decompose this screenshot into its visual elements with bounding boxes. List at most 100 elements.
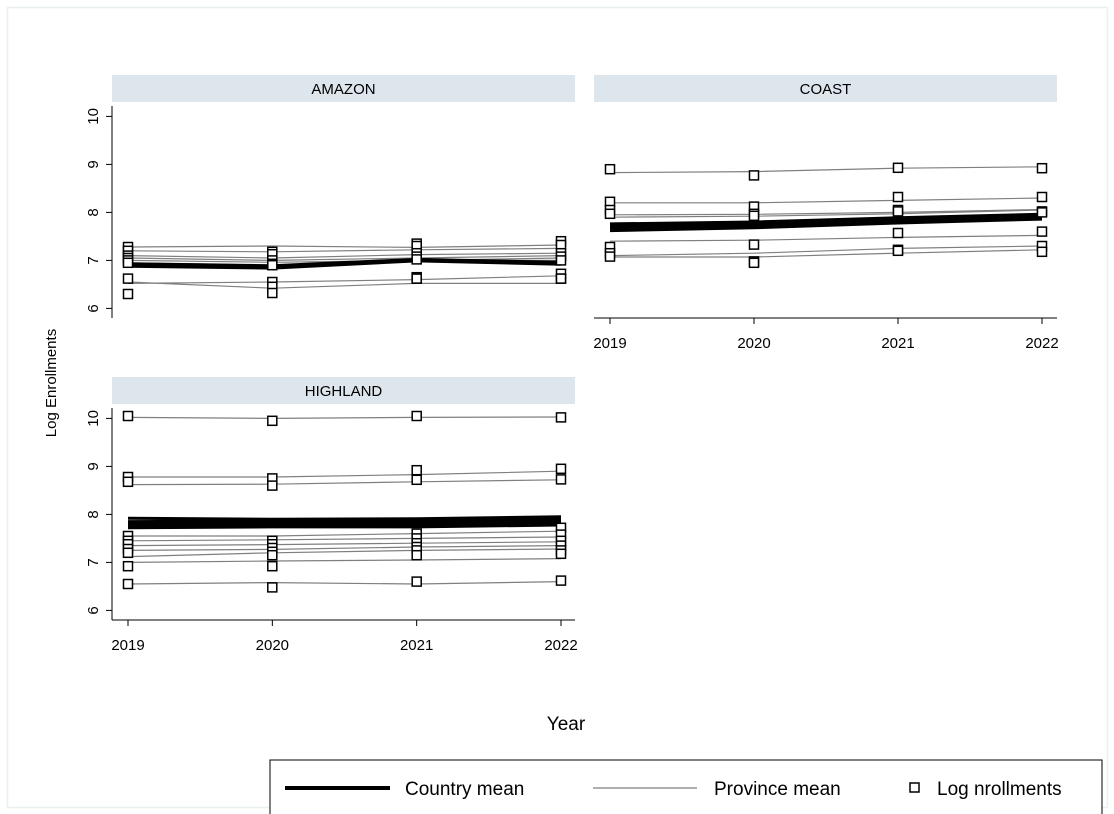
- observation-marker-highland: [122, 476, 134, 488]
- province-mean-line-highland-6: [127, 545, 562, 552]
- observation-marker-coast: [604, 251, 616, 262]
- province-mean-line-highland-4: [127, 536, 562, 542]
- x-tick-label-highland: 2021: [400, 637, 433, 654]
- province-mean-line-highland-9: [127, 581, 562, 585]
- observation-marker-highland: [555, 463, 567, 475]
- observation-marker-coast: [1036, 226, 1048, 237]
- province-mean-line-highland-1: [128, 470, 562, 478]
- y-axis-title: Log Enrollments: [43, 329, 60, 437]
- country-mean-line-coast-1: [609, 215, 1043, 230]
- observation-marker-amazon: [411, 273, 422, 284]
- y-tick-label-amazon: 7: [85, 256, 102, 264]
- province-mean-line-coast-0: [609, 166, 1043, 174]
- y-tick-label-amazon: 6: [85, 304, 102, 312]
- province-mean-line-coast-1: [610, 197, 1043, 204]
- observation-marker-highland: [555, 575, 567, 586]
- observation-marker-coast: [1036, 162, 1048, 174]
- x-tick-label-highland: 2022: [544, 637, 577, 654]
- panel-amazon: AMAZON 6 7 8 9 10: [85, 75, 575, 318]
- observation-marker-highland: [555, 548, 567, 560]
- panel-highland: HIGHLAND 6 7 8 9 10 2019 2020 2021 2022: [85, 377, 578, 654]
- legend-observation-swatch: [909, 782, 920, 793]
- province-mean-line-coast-6: [610, 249, 1043, 258]
- country-mean-line-amazon-0: [127, 259, 562, 270]
- legend-province-mean-label: Province mean: [714, 779, 841, 800]
- observation-marker-coast: [604, 163, 616, 175]
- observation-marker-highland: [267, 560, 278, 572]
- observation-marker-highland: [122, 560, 134, 572]
- observation-marker-highland: [411, 464, 422, 476]
- country-mean-line-amazon-1: [127, 257, 562, 268]
- province-mean-line-amazon-3: [127, 255, 562, 262]
- y-tick-label-amazon: 10: [85, 108, 102, 125]
- observation-marker-highland: [555, 412, 567, 423]
- country-mean-line-highland-1: [127, 521, 562, 528]
- panels: AMAZON 6 7 8 9 10 COAST 2019 2020 2021 2022 HIGHLAN…: [85, 75, 1059, 654]
- panel-title-coast: COAST: [800, 81, 852, 98]
- y-tick-label-highland: 7: [85, 558, 102, 566]
- y-tick-label-highland: 9: [85, 462, 102, 470]
- panel-title-highland: HIGHLAND: [305, 383, 383, 400]
- x-axis-title: Year: [547, 714, 586, 735]
- observation-marker-highland: [122, 547, 134, 559]
- province-mean-line-amazon-1: [127, 247, 562, 253]
- observation-marker-highland: [411, 410, 422, 422]
- observation-marker-coast: [604, 208, 616, 220]
- observation-marker-coast: [892, 191, 904, 203]
- observation-marker-amazon: [555, 273, 567, 284]
- observation-marker-amazon: [267, 259, 278, 271]
- province-mean-line-coast-3: [609, 209, 1043, 218]
- x-tick-label-coast: 2019: [593, 335, 626, 352]
- observation-marker-highland: [555, 474, 567, 485]
- panel-header-highland: [112, 377, 575, 404]
- observation-marker-coast: [748, 170, 760, 181]
- observation-marker-coast: [748, 257, 760, 269]
- country-mean-line-highland-0: [127, 523, 562, 530]
- observation-marker-coast: [892, 245, 904, 257]
- observation-marker-highland: [267, 415, 278, 427]
- observation-marker-highland: [122, 410, 134, 422]
- province-mean-line-highland-0: [127, 416, 562, 420]
- observation-marker-highland: [122, 578, 134, 590]
- panel-header-coast: [594, 75, 1057, 102]
- observation-marker-highland: [267, 549, 278, 561]
- legend-observation-label: Log nrollments: [937, 779, 1062, 800]
- province-mean-line-highland-5: [127, 541, 562, 547]
- y-tick-label-amazon: 8: [85, 208, 102, 216]
- panel-header-amazon: [112, 75, 575, 102]
- observation-marker-highland: [411, 576, 422, 587]
- observation-marker-amazon: [122, 273, 134, 284]
- observation-marker-amazon: [267, 287, 278, 299]
- observation-marker-amazon: [411, 254, 422, 265]
- x-tick-label-highland: 2020: [256, 637, 289, 654]
- x-tick-label-coast: 2022: [1025, 335, 1058, 352]
- province-mean-line-highland-2: [127, 479, 562, 486]
- panel-title-amazon: AMAZON: [311, 81, 375, 98]
- y-tick-label-highland: 10: [85, 410, 102, 427]
- province-mean-line-coast-5: [609, 245, 1043, 257]
- observation-marker-coast: [1036, 207, 1048, 218]
- province-mean-line-amazon-6: [127, 281, 561, 289]
- country-mean-line-highland-4: [127, 515, 562, 521]
- panel-coast: COAST 2019 2020 2021 2022: [593, 75, 1059, 352]
- province-mean-line-amazon-0: [127, 244, 562, 249]
- observation-marker-amazon: [122, 288, 134, 300]
- observation-marker-amazon: [122, 257, 134, 269]
- observation-marker-highland: [267, 582, 278, 593]
- legend-country-mean-label: Country mean: [405, 779, 524, 800]
- country-mean-line-coast-3: [609, 212, 1043, 226]
- observation-marker-coast: [1036, 246, 1048, 258]
- observation-marker-coast: [1036, 191, 1048, 203]
- province-mean-line-amazon-7: [127, 275, 562, 284]
- observation-marker-highland: [411, 549, 422, 561]
- y-tick-label-highland: 6: [85, 606, 102, 614]
- x-tick-label-coast: 2021: [881, 335, 914, 352]
- observation-marker-amazon: [555, 255, 567, 266]
- observation-marker-coast: [892, 227, 904, 239]
- y-tick-label-amazon: 9: [85, 160, 102, 168]
- observation-marker-coast: [748, 239, 760, 250]
- observation-marker-highland: [411, 474, 422, 486]
